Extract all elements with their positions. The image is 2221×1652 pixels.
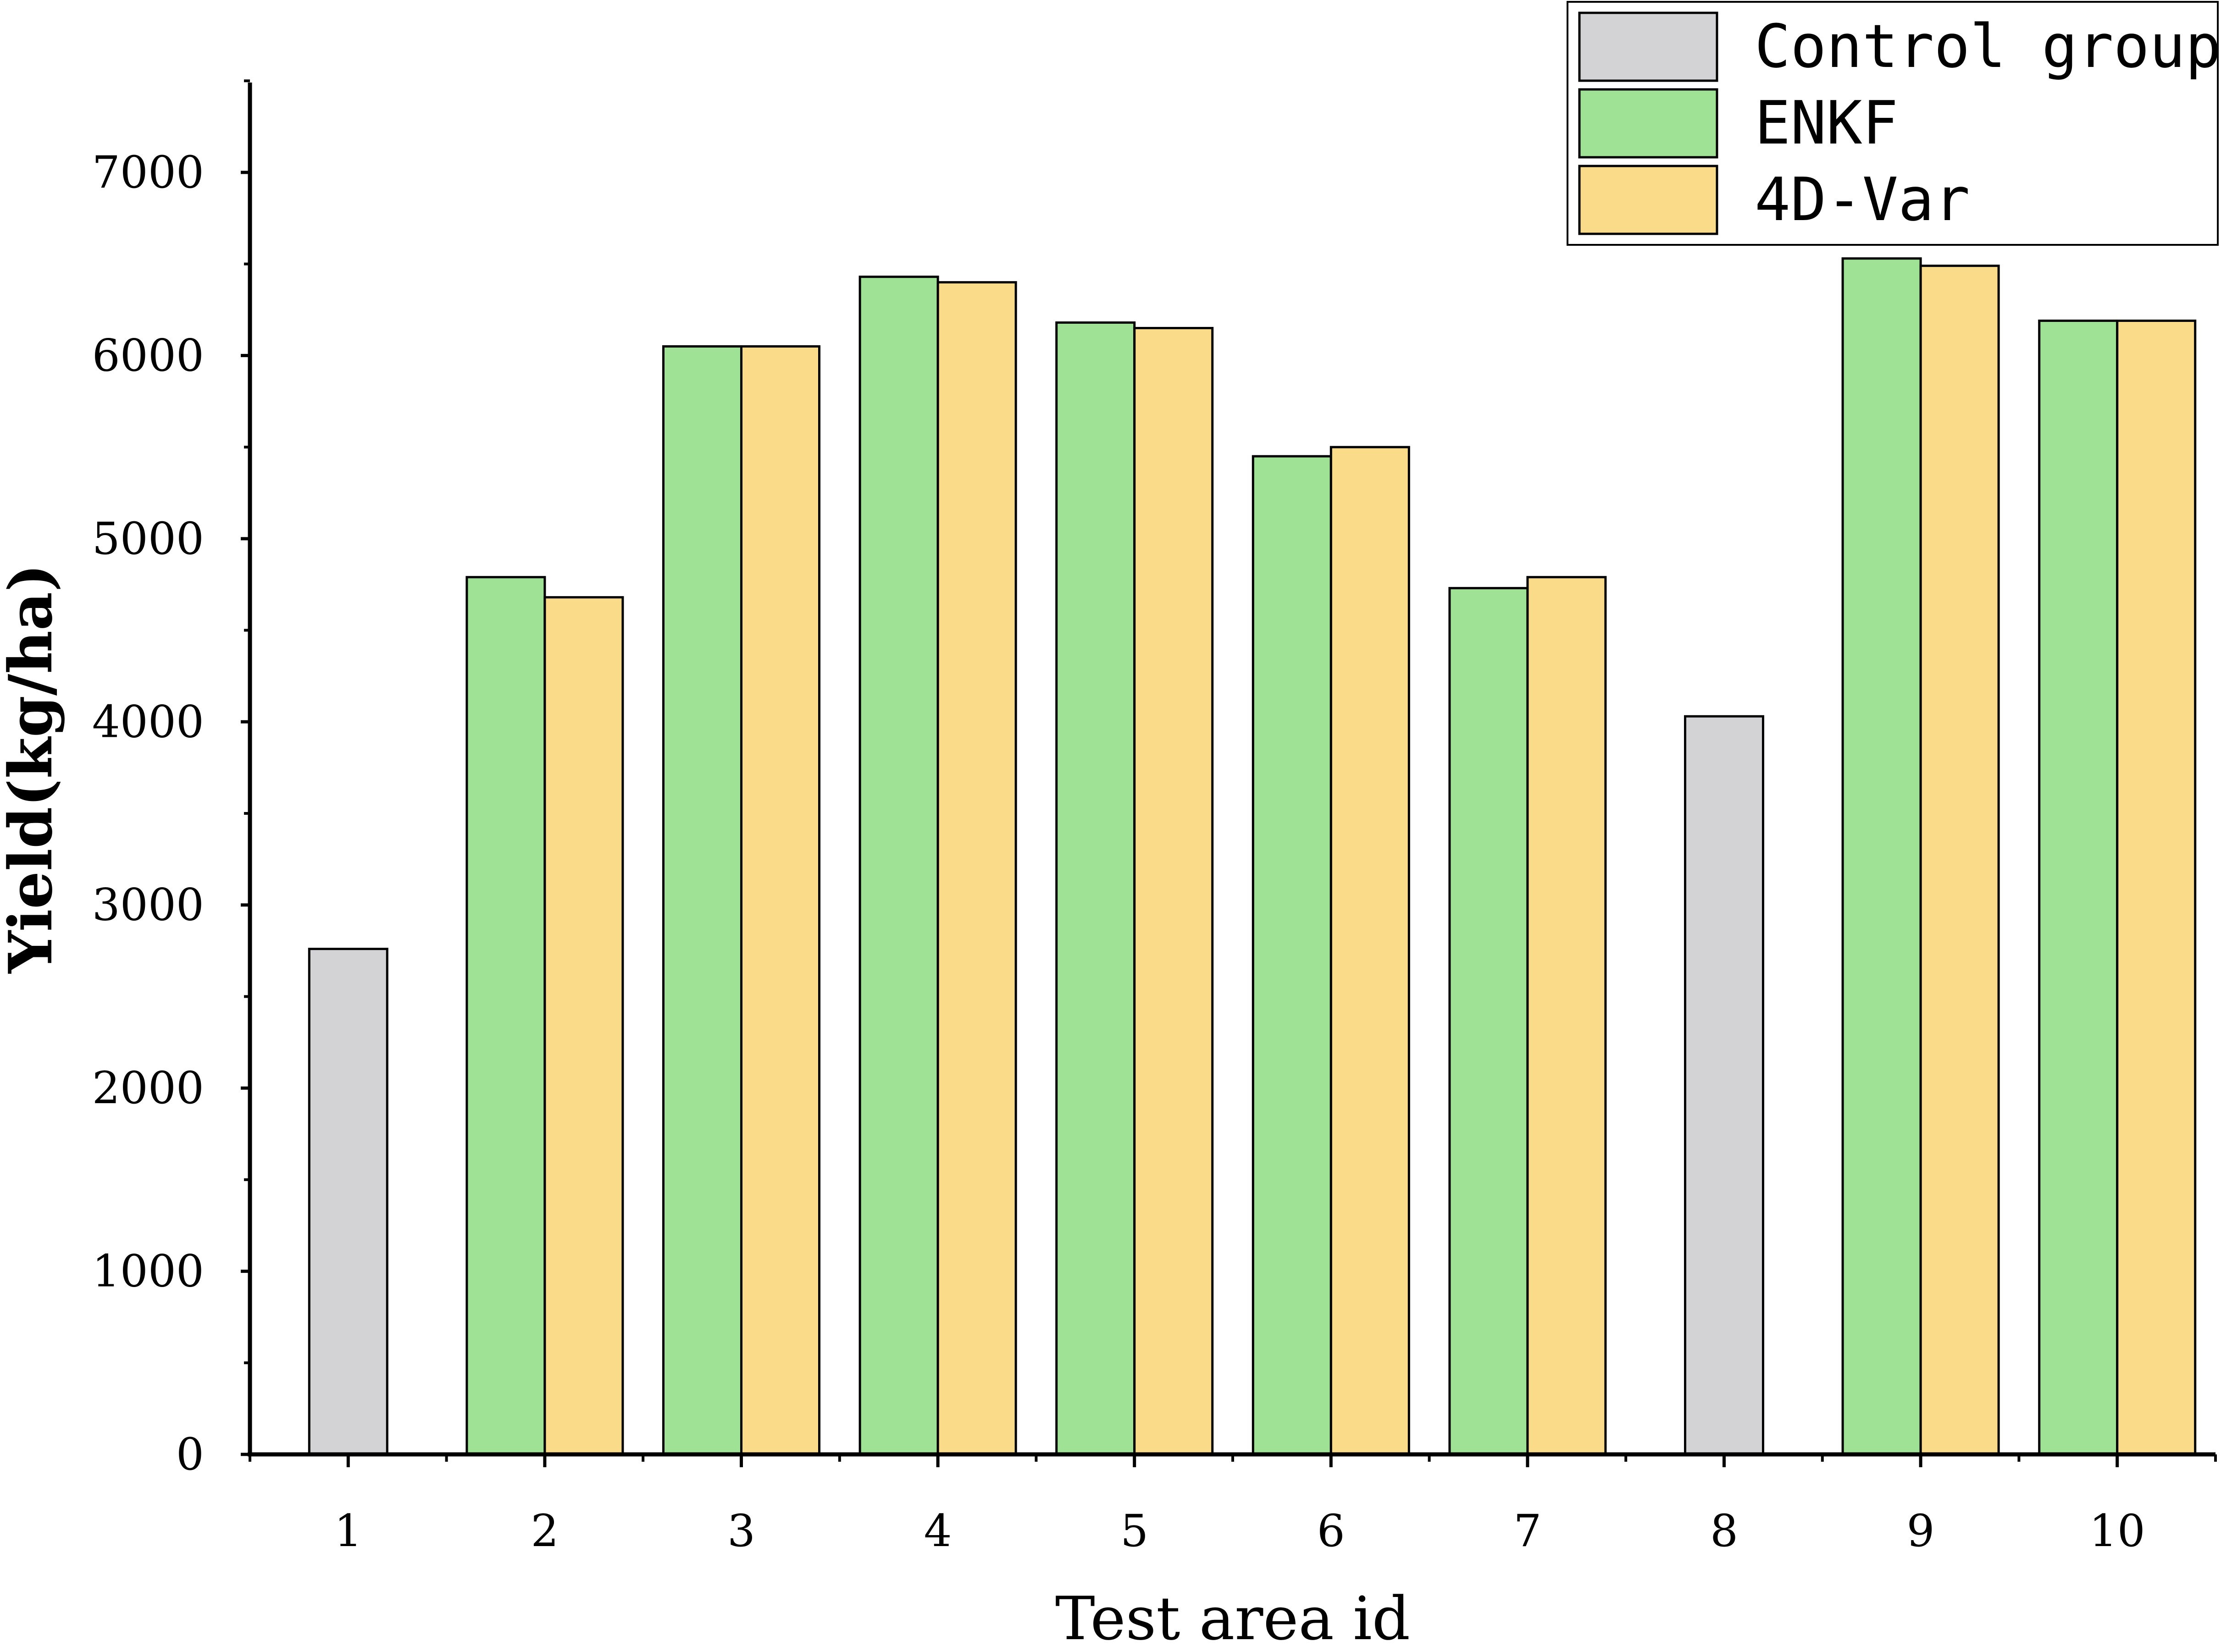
- bar-4d-var-5: [1133, 327, 1214, 1456]
- bar-enkf-5: [1055, 321, 1136, 1456]
- x-tick-label: 4: [924, 1505, 952, 1557]
- legend-swatch-enkf: [1578, 88, 1718, 159]
- y-tick-label: 4000: [92, 696, 204, 747]
- legend-label: ENKF: [1755, 88, 1898, 158]
- bar-enkf-7: [1448, 587, 1529, 1456]
- legend-swatch-4d-var: [1578, 165, 1718, 235]
- legend-label: Control group: [1755, 11, 2221, 81]
- legend-swatch-control-group: [1578, 11, 1718, 82]
- bar-control-group-8: [1684, 715, 1764, 1456]
- y-tick-label: 1000: [92, 1246, 204, 1297]
- y-tick-label: 2000: [92, 1062, 204, 1114]
- bar-4d-var-2: [543, 596, 624, 1456]
- x-tick-label: 9: [1907, 1505, 1935, 1557]
- y-tick-label: 0: [176, 1429, 204, 1480]
- x-tick-label: 10: [2089, 1505, 2145, 1557]
- bar-4d-var-7: [1526, 576, 1607, 1456]
- bar-4d-var-3: [740, 345, 820, 1456]
- x-tick-label: 8: [1710, 1505, 1738, 1557]
- bar-control-group-1: [308, 948, 388, 1456]
- bar-enkf-3: [662, 345, 742, 1456]
- bar-4d-var-10: [2116, 320, 2197, 1456]
- bar-enkf-4: [858, 276, 939, 1456]
- bar-enkf-10: [2038, 320, 2119, 1456]
- y-tick-label: 5000: [92, 513, 204, 564]
- x-tick-label: 2: [531, 1505, 559, 1557]
- bar-4d-var-4: [936, 281, 1017, 1456]
- x-axis-title: Test area id: [1055, 1584, 1410, 1650]
- bar-4d-var-9: [1919, 265, 2000, 1456]
- x-tick-label: 5: [1120, 1505, 1148, 1557]
- bar-4d-var-6: [1329, 446, 1410, 1456]
- x-tick-label: 6: [1317, 1505, 1345, 1557]
- x-tick-label: 3: [727, 1505, 755, 1557]
- x-tick-label: 1: [334, 1505, 362, 1557]
- y-tick-label: 7000: [92, 147, 204, 198]
- y-tick-label: 6000: [92, 330, 204, 381]
- y-tick-label: 3000: [92, 879, 204, 931]
- legend-label: 4D-Var: [1755, 165, 1970, 234]
- bar-enkf-6: [1252, 455, 1332, 1456]
- y-axis-title: Yield(kg/ha): [0, 564, 66, 974]
- bar-enkf-9: [1841, 257, 1922, 1456]
- x-tick-label: 7: [1513, 1505, 1541, 1557]
- bar-enkf-2: [465, 576, 546, 1456]
